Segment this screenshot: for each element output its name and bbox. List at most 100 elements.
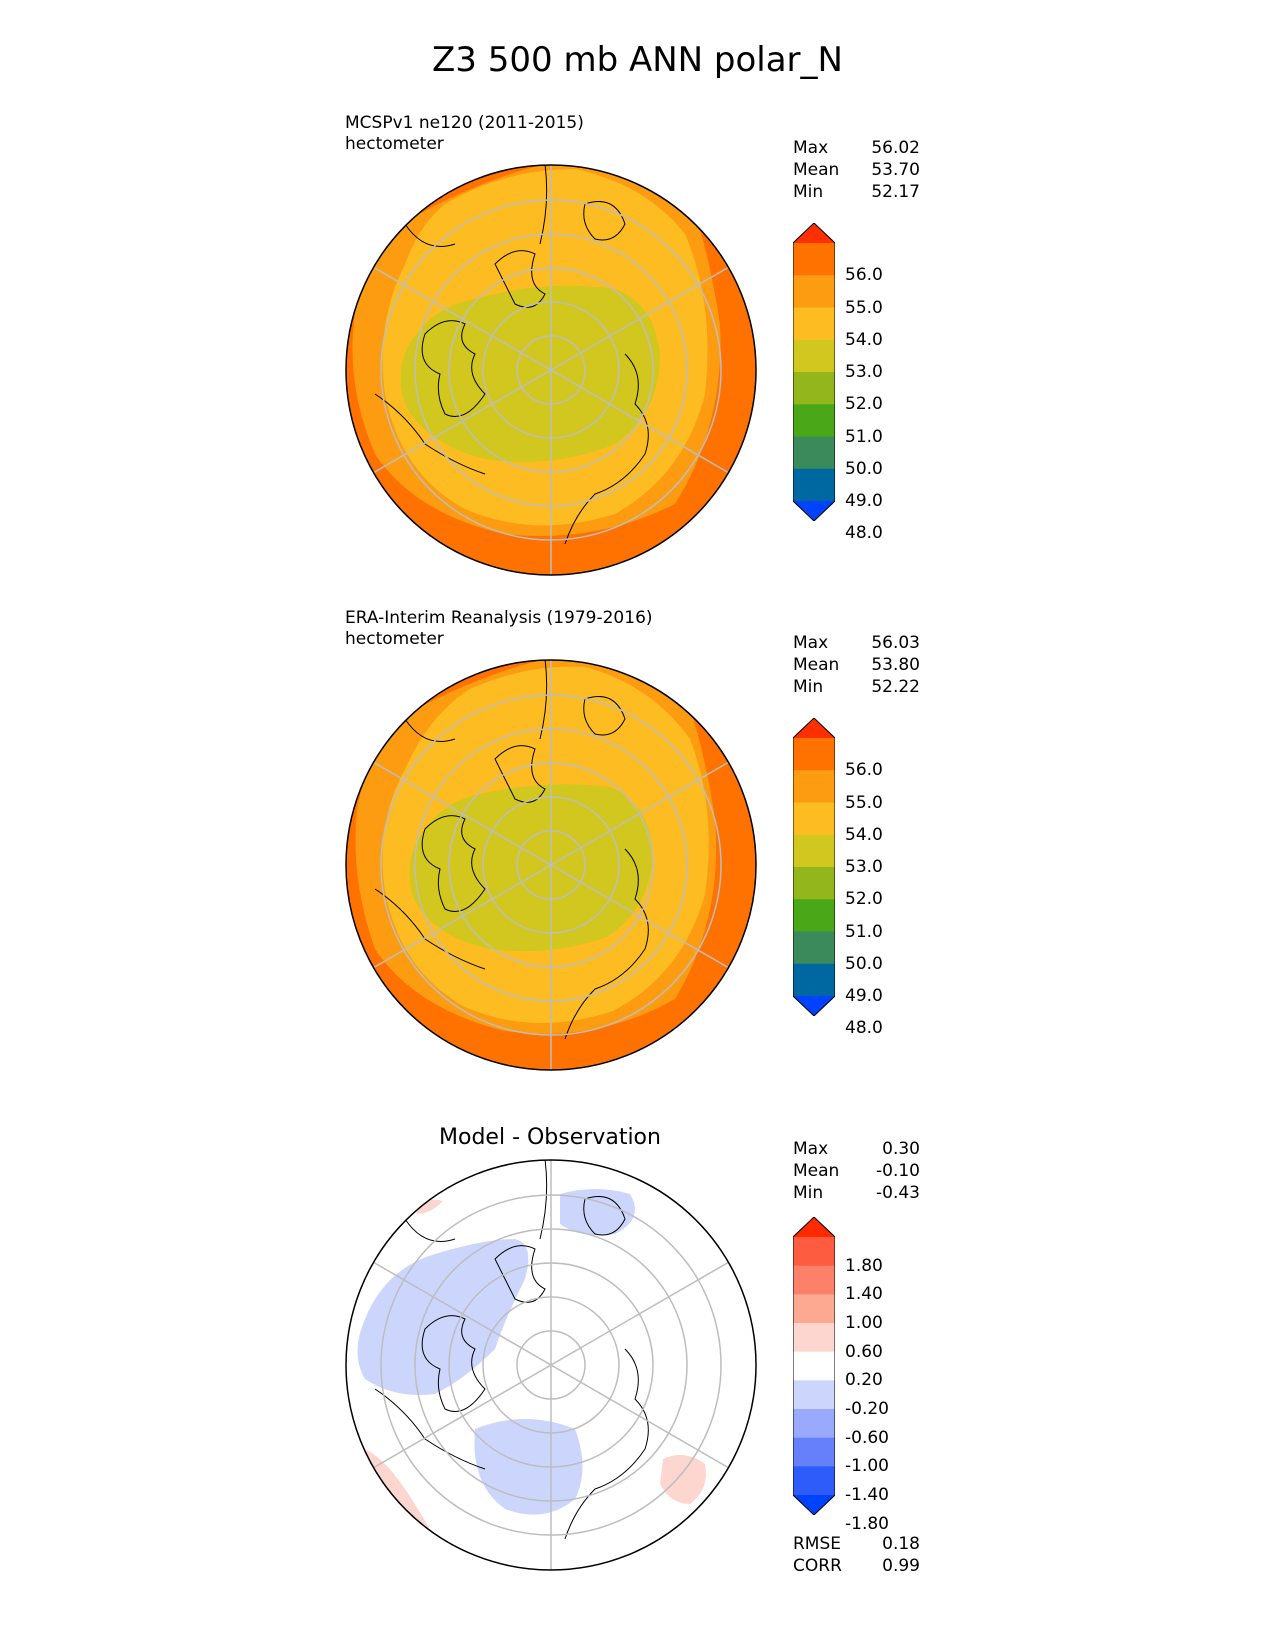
max-label: Max bbox=[793, 633, 829, 653]
colorbar-segment bbox=[793, 243, 835, 276]
graticule bbox=[372, 660, 730, 1070]
colorbar-tick-label: 1.40 bbox=[845, 1284, 883, 1305]
map-boundary bbox=[345, 164, 757, 576]
mean-value: -0.10 bbox=[876, 1161, 920, 1181]
colorbar-segment bbox=[793, 802, 835, 836]
colorbar-segment bbox=[793, 1323, 835, 1353]
model-panel-title: MCSPv1 ne120 (2011-2015) hectometer bbox=[345, 113, 584, 155]
colorbar-extend-max bbox=[793, 223, 835, 243]
max-value: 56.03 bbox=[871, 633, 920, 653]
colorbar-tick-label: 54.0 bbox=[845, 329, 883, 350]
max-value: 56.02 bbox=[871, 138, 920, 158]
colorbar-tick-label: 1.00 bbox=[845, 1313, 883, 1333]
colorbar-segment bbox=[793, 404, 835, 437]
diff-colorbar bbox=[793, 1217, 835, 1515]
obs-polar-map bbox=[345, 659, 757, 1071]
negative-anomaly-north bbox=[560, 1189, 635, 1236]
coastlines bbox=[374, 660, 649, 1040]
obs-title-line1: ERA-Interim Reanalysis (1979-2016) bbox=[345, 608, 653, 628]
graticule bbox=[372, 165, 730, 575]
colorbar-tick-label: 55.0 bbox=[845, 297, 883, 318]
coastlines bbox=[374, 165, 649, 545]
diff-panel: Model - Observation Max 0.30 Mean -0.10 Mi… bbox=[0, 1095, 1275, 1585]
colorbar-extend-min bbox=[793, 996, 835, 1016]
colorbar-segment bbox=[793, 1237, 835, 1267]
colorbar-segment bbox=[793, 1466, 835, 1496]
colorbar-tick-label: 56.0 bbox=[845, 265, 883, 286]
colorbar-segment bbox=[793, 1351, 835, 1381]
colorbar-segment bbox=[793, 1437, 835, 1467]
colorbar-tick-label: 49.0 bbox=[845, 986, 883, 1006]
max-label: Max bbox=[793, 1139, 829, 1159]
diff-stats: Max 0.30 Mean -0.10 Min -0.43 bbox=[793, 1138, 920, 1204]
colorbar-extend-max bbox=[793, 1217, 835, 1237]
negative-anomaly-south bbox=[474, 1419, 583, 1515]
colorbar-tick-label: 52.0 bbox=[845, 394, 883, 415]
diff-polar-map bbox=[345, 1159, 757, 1571]
max-label: Max bbox=[793, 138, 829, 158]
min-label: Min bbox=[793, 677, 824, 697]
colorbar-tick-label: 51.0 bbox=[845, 921, 883, 942]
obs-panel: ERA-Interim Reanalysis (1979-2016) hecto… bbox=[0, 600, 1275, 1090]
min-label: Min bbox=[793, 182, 824, 202]
diff-metrics: RMSE 0.18 CORR 0.99 bbox=[793, 1533, 920, 1577]
model-title-line1: MCSPv1 ne120 (2011-2015) bbox=[345, 113, 584, 133]
map-boundary bbox=[345, 659, 757, 1071]
colorbar-segment bbox=[793, 931, 835, 965]
colorbar-segment bbox=[793, 307, 835, 341]
model-polar-map bbox=[345, 164, 757, 576]
colorbar-tick-label: 52.0 bbox=[845, 889, 883, 910]
corr-label: CORR bbox=[793, 1556, 842, 1576]
colorbar-segment bbox=[793, 1409, 835, 1439]
figure-title: Z3 500 mb ANN polar_N bbox=[432, 40, 843, 80]
colorbar-extend-min bbox=[793, 1495, 835, 1515]
min-value: 52.22 bbox=[871, 677, 920, 697]
colorbar-segment bbox=[793, 738, 835, 771]
colorbar-tick-label: -1.80 bbox=[845, 1513, 889, 1534]
obs-units: hectometer bbox=[345, 629, 444, 649]
colorbar-tick-label: -0.20 bbox=[845, 1399, 889, 1419]
colorbar-segment bbox=[793, 339, 835, 373]
colorbar-tick-label: 48.0 bbox=[845, 1018, 883, 1039]
colorbar-segment bbox=[793, 1265, 835, 1295]
colorbar-tick-label: -1.00 bbox=[845, 1456, 889, 1477]
model-colorbar bbox=[793, 223, 835, 521]
colorbar-tick-label: 51.0 bbox=[845, 426, 883, 447]
colorbar-tick-label: 50.0 bbox=[845, 953, 883, 974]
colorbar-tick-label: 0.20 bbox=[845, 1370, 883, 1391]
colorbar-tick-label: 0.60 bbox=[845, 1341, 883, 1362]
rmse-value: 0.18 bbox=[882, 1534, 920, 1554]
contour-52 bbox=[400, 285, 660, 462]
colorbar-tick-label: 55.0 bbox=[845, 792, 883, 813]
colorbar-tick-label: 56.0 bbox=[845, 760, 883, 781]
mean-label: Mean bbox=[793, 655, 840, 675]
coastlines bbox=[374, 1160, 649, 1540]
mean-value: 53.80 bbox=[871, 655, 920, 675]
max-value: 0.30 bbox=[882, 1139, 920, 1159]
colorbar-segment bbox=[793, 1294, 835, 1324]
colorbar-tick-label: 53.0 bbox=[845, 362, 883, 382]
colorbar-segment bbox=[793, 436, 835, 470]
contour-52 bbox=[409, 784, 653, 952]
model-stats: Max 56.02 Mean 53.70 Min 52.17 bbox=[793, 137, 920, 203]
colorbar-segment bbox=[793, 1380, 835, 1410]
colorbar-tick-label: 49.0 bbox=[845, 491, 883, 511]
colorbar-segment bbox=[793, 275, 835, 308]
positive-anomaly-sw bbox=[363, 1449, 435, 1539]
mean-value: 53.70 bbox=[871, 160, 920, 180]
colorbar-segment bbox=[793, 963, 835, 997]
colorbar-tick-label: 54.0 bbox=[845, 824, 883, 845]
colorbar-tick-label: 53.0 bbox=[845, 857, 883, 877]
corr-value: 0.99 bbox=[882, 1556, 920, 1576]
min-value: 52.17 bbox=[871, 182, 920, 202]
colorbar-segment bbox=[793, 899, 835, 932]
colorbar-tick-label: -0.60 bbox=[845, 1427, 889, 1448]
model-panel: MCSPv1 ne120 (2011-2015) hectometer Max 5… bbox=[0, 105, 1275, 595]
colorbar-tick-label: 48.0 bbox=[845, 523, 883, 544]
graticule bbox=[372, 1160, 730, 1570]
colorbar-extend-min bbox=[793, 501, 835, 521]
obs-panel-title: ERA-Interim Reanalysis (1979-2016) hecto… bbox=[345, 608, 653, 650]
obs-colorbar bbox=[793, 718, 835, 1016]
min-label: Min bbox=[793, 1183, 824, 1203]
model-units: hectometer bbox=[345, 134, 444, 154]
